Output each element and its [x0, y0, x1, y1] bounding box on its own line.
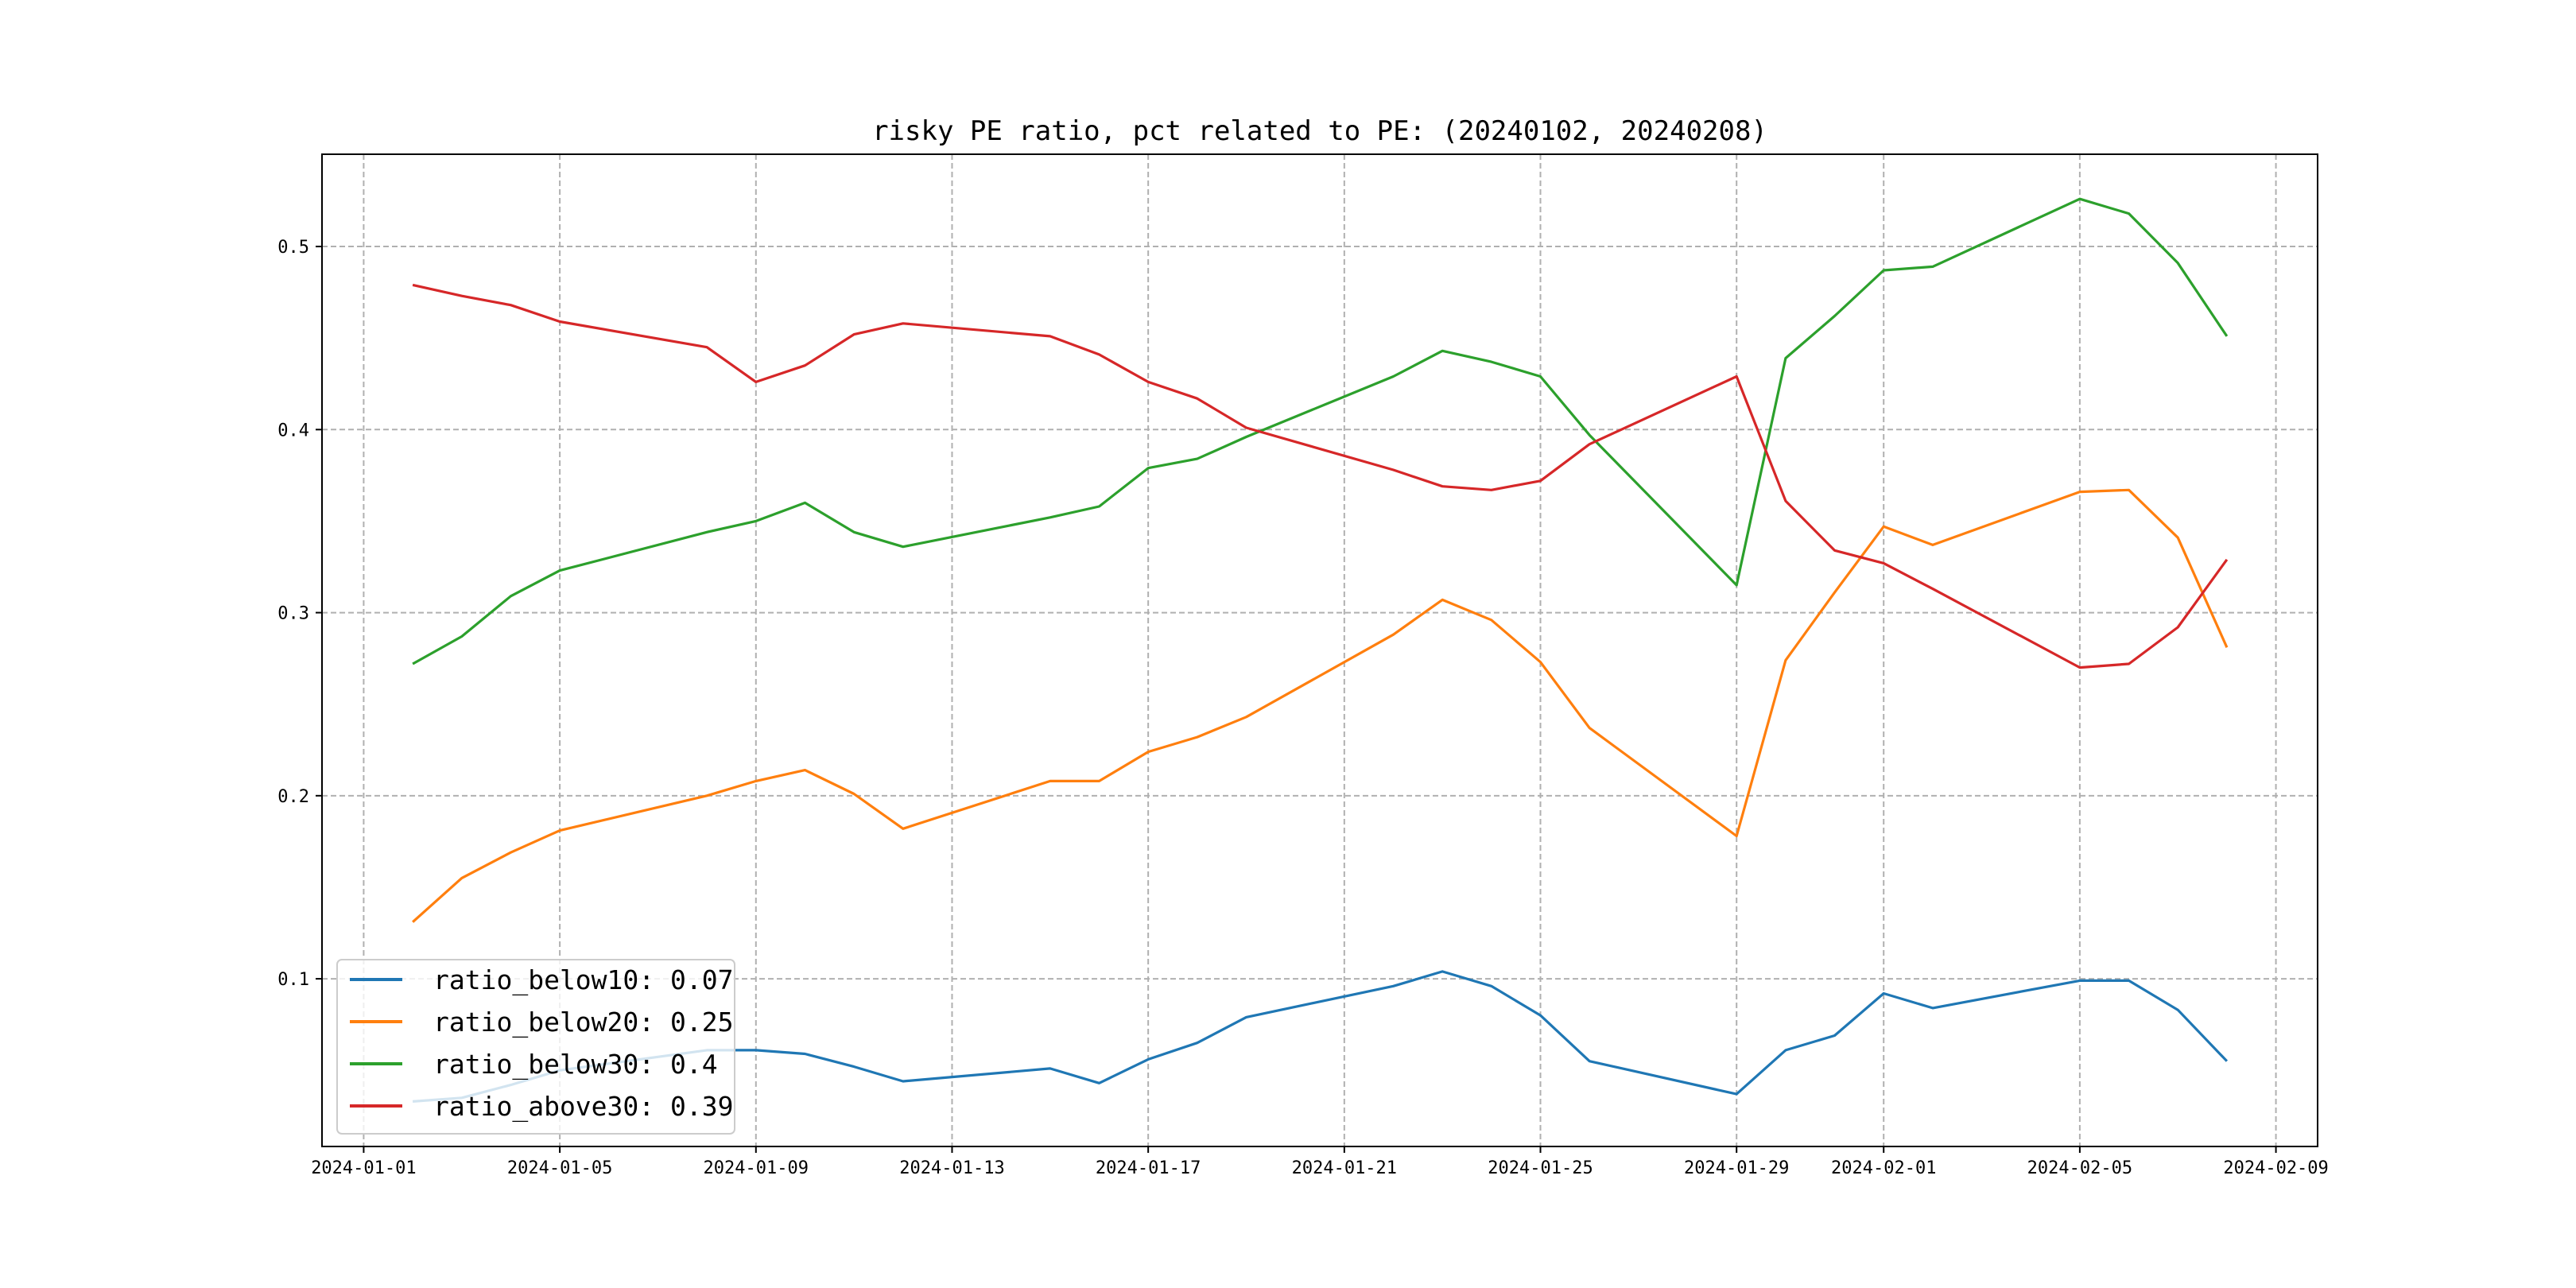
x-tick-label: 2024-01-09 [704, 1158, 809, 1178]
y-tick-label: 0.1 [277, 970, 309, 990]
x-tick-label: 2024-02-09 [2223, 1158, 2328, 1178]
legend-box [336, 959, 735, 1135]
y-tick-label: 0.2 [277, 787, 309, 807]
y-tick-label: 0.3 [277, 604, 309, 624]
x-tick-label: 2024-02-05 [2027, 1158, 2132, 1178]
x-tick-label: 2024-02-01 [1831, 1158, 1936, 1178]
x-tick-label: 2024-01-05 [507, 1158, 612, 1178]
axes-frame [321, 153, 2318, 1147]
series-line-ratio_below20 [412, 488, 2229, 923]
series-line-ratio_below30 [412, 197, 2229, 665]
chart-title: risky PE ratio, pct related to PE: (2024… [872, 115, 1767, 147]
x-tick-label: 2024-01-25 [1488, 1158, 1593, 1178]
x-tick-label: 2024-01-17 [1096, 1158, 1201, 1178]
x-tick-label: 2024-01-29 [1684, 1158, 1789, 1178]
x-tick-label: 2024-01-01 [311, 1158, 416, 1178]
y-axis: 0.1 0.2 0.3 0.4 0.5 [277, 238, 322, 990]
y-tick-label: 0.5 [277, 238, 309, 258]
x-tick-label: 2024-01-13 [899, 1158, 1004, 1178]
legend: ratio_below10: 0.07 ratio_below20: 0.25 ra… [336, 959, 735, 1135]
legend-label-ratio_below10: ratio_below10: 0.07 [433, 964, 734, 996]
x-tick-label: 2024-01-21 [1292, 1158, 1397, 1178]
legend-label-ratio_above30: ratio_above30: 0.39 [433, 1091, 734, 1123]
x-axis: 2024-01-01 2024-01-05 2024-01-09 2024-01-13… [311, 1146, 2329, 1178]
series-line-ratio_above30 [412, 283, 2229, 669]
legend-label-ratio_below20: ratio_below20: 0.25 [433, 1007, 734, 1038]
y-tick-label: 0.4 [277, 421, 309, 440]
legend-label-ratio_below30: ratio_below30: 0.4 [433, 1049, 718, 1080]
